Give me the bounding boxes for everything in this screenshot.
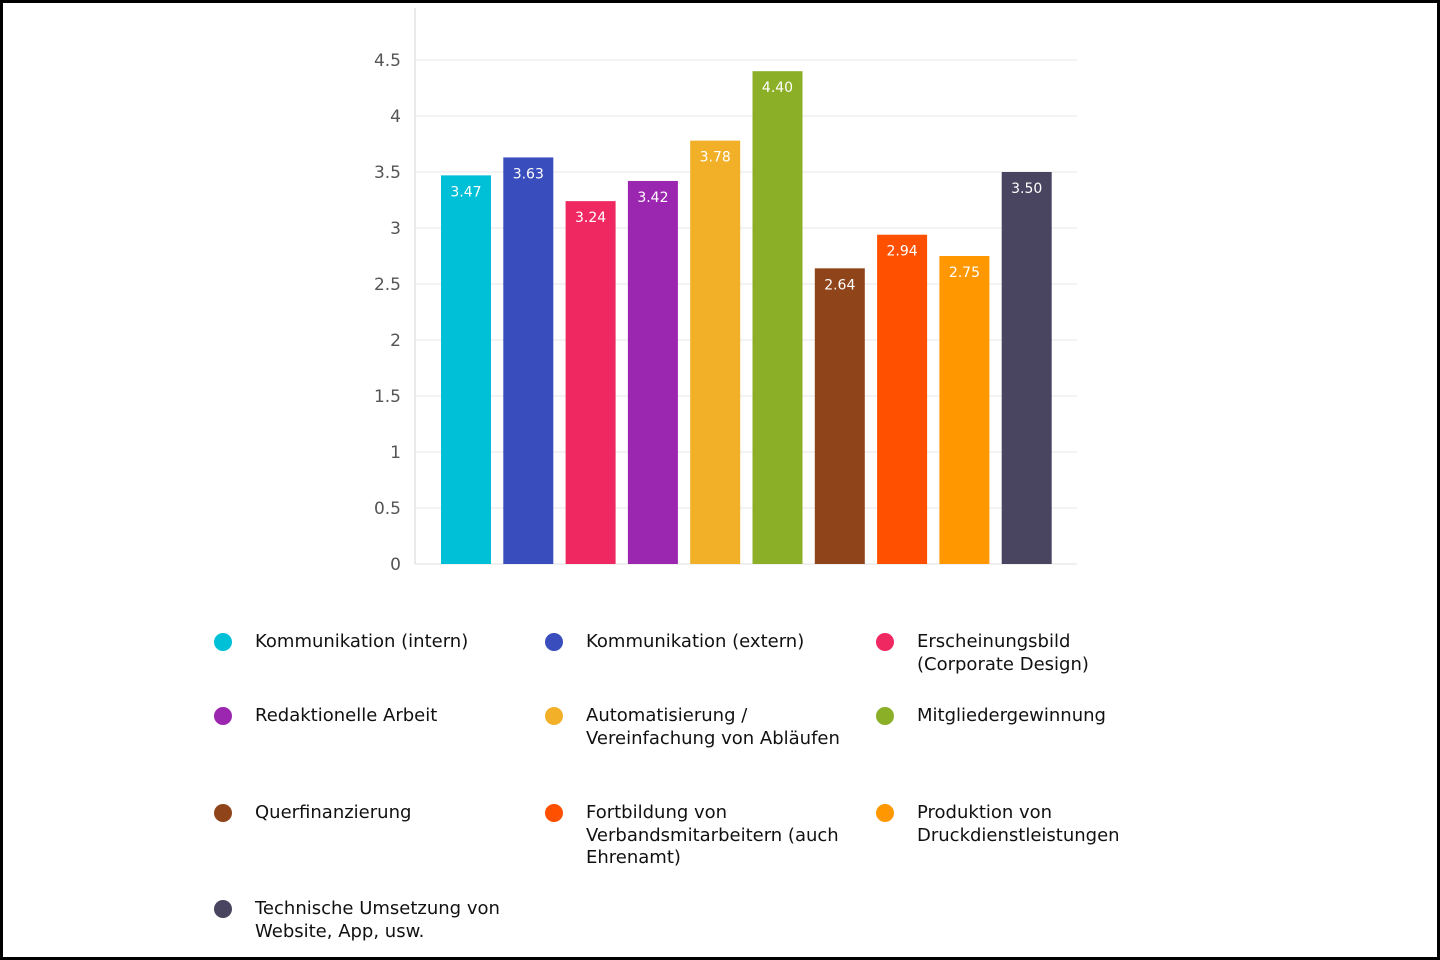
legend-dot-icon (214, 707, 232, 725)
legend-item[interactable]: Automatisierung / Vereinfachung von Ablä… (545, 705, 845, 750)
data-label: 3.50 (1011, 181, 1042, 197)
legend-label: Kommunikation (extern) (586, 631, 805, 652)
data-label: 3.78 (700, 150, 731, 166)
y-tick-label: 4.5 (374, 51, 401, 71)
legend-label: Automatisierung / Vereinfachung von Ablä… (586, 705, 840, 749)
legend-item[interactable]: Erscheinungsbild (Corporate Design) (876, 631, 1176, 676)
y-tick-label: 2.5 (374, 275, 401, 295)
legend-label: Erscheinungsbild (Corporate Design) (917, 631, 1089, 675)
bar (503, 157, 554, 564)
legend-item[interactable]: Kommunikation (extern) (545, 631, 845, 654)
legend-dot-icon (876, 633, 894, 651)
data-label: 3.47 (450, 184, 481, 200)
data-label: 3.42 (637, 190, 668, 206)
legend-dot-icon (214, 804, 232, 822)
legend-item[interactable]: Querfinanzierung (214, 802, 514, 825)
legend-dot-icon (214, 900, 232, 918)
y-tick-label: 3.5 (374, 163, 401, 183)
legend-dot-icon (876, 804, 894, 822)
legend-label: Kommunikation (intern) (255, 631, 469, 652)
bar-chart: 0 0.5 1 1.5 2 2.5 3 3.5 4 4.5 3.47 3.63 3.24 3.42 3.7… (374, 8, 1077, 575)
data-label: 2.75 (949, 265, 980, 281)
y-tick-label: 3 (390, 219, 401, 239)
y-tick-label: 0 (390, 555, 401, 575)
legend-item[interactable]: Redaktionelle Arbeit (214, 705, 514, 728)
bar (814, 268, 865, 564)
bar (752, 71, 803, 564)
legend-dot-icon (876, 707, 894, 725)
legend-dot-icon (545, 633, 563, 651)
data-labels: 3.47 3.63 3.24 3.42 3.78 4.40 2.64 2.94 2.75 3.50 (450, 80, 1042, 293)
bar (939, 256, 990, 564)
bar (877, 234, 928, 564)
data-label: 2.94 (887, 244, 918, 260)
data-label: 3.24 (575, 210, 606, 226)
legend-label: Fortbildung von Verbandsmitarbeitern (au… (586, 802, 839, 868)
legend-dot-icon (545, 804, 563, 822)
legend-item[interactable]: Mitgliedergewinnung (876, 705, 1176, 728)
y-tick-label: 1.5 (374, 387, 401, 407)
data-label: 4.40 (762, 80, 793, 96)
data-label: 2.64 (824, 277, 855, 293)
legend-item[interactable]: Produktion von Druckdienstleistungen (876, 802, 1176, 847)
legend-label: Produktion von Druckdienstleistungen (917, 802, 1120, 846)
legend-item[interactable]: Fortbildung von Verbandsmitarbeitern (au… (545, 802, 845, 870)
legend-label: Querfinanzierung (255, 802, 412, 823)
y-tick-label: 2 (390, 331, 401, 351)
bars (441, 71, 1052, 565)
legend-label: Redaktionelle Arbeit (255, 705, 438, 726)
legend-label: Technische Umsetzung von Website, App, u… (255, 898, 500, 942)
bar (1001, 172, 1052, 564)
y-tick-labels: 0 0.5 1 1.5 2 2.5 3 3.5 4 4.5 (374, 51, 401, 575)
y-tick-label: 0.5 (374, 499, 401, 519)
legend-item[interactable]: Kommunikation (intern) (214, 631, 514, 654)
data-label: 3.63 (513, 166, 544, 182)
bar (441, 175, 491, 565)
y-tick-label: 4 (390, 107, 401, 127)
y-tick-label: 1 (390, 443, 401, 463)
legend-dot-icon (214, 633, 232, 651)
legend-item[interactable]: Technische Umsetzung von Website, App, u… (214, 898, 514, 943)
legend-label: Mitgliedergewinnung (917, 705, 1106, 726)
bar (627, 180, 678, 564)
bar (565, 201, 616, 564)
bar (690, 140, 741, 564)
legend-dot-icon (545, 707, 563, 725)
